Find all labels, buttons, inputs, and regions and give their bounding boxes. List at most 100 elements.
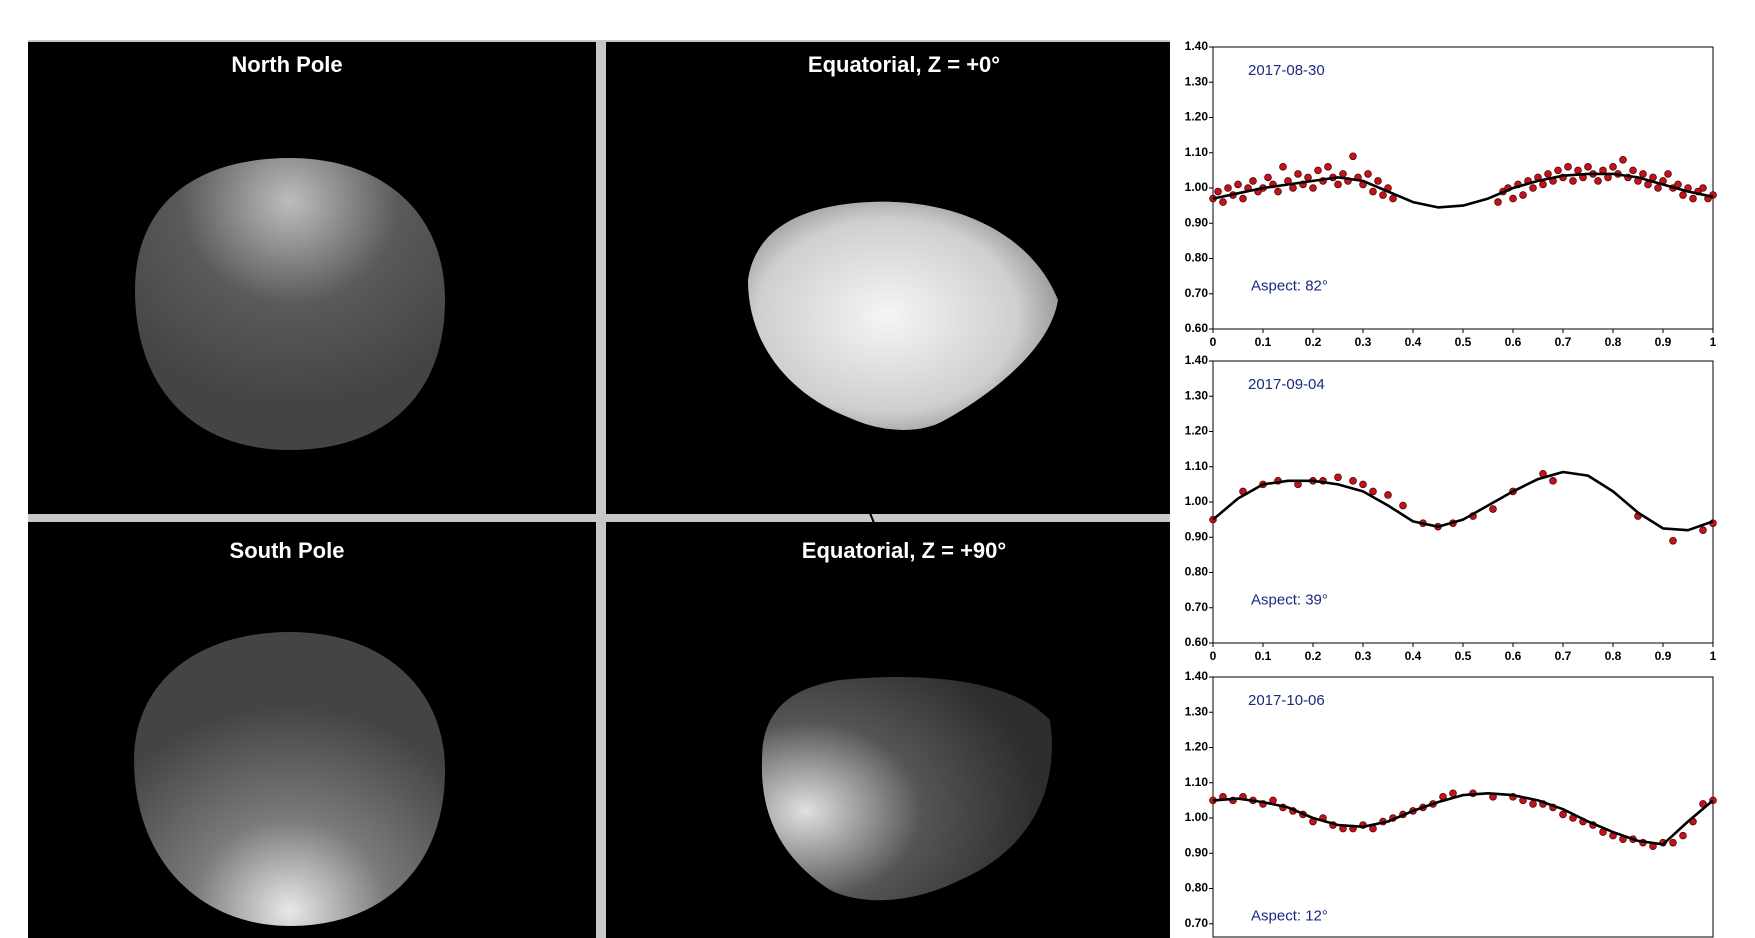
x-tick-label: 0.6 — [1505, 335, 1522, 349]
data-point — [1365, 171, 1372, 178]
x-tick-label: 0.2 — [1305, 649, 1322, 663]
data-point — [1295, 171, 1302, 178]
y-tick-label: 1.10 — [1185, 459, 1209, 473]
data-point — [1240, 195, 1247, 202]
data-point — [1550, 477, 1557, 484]
y-tick-label: 0.90 — [1185, 529, 1209, 543]
data-point — [1275, 188, 1282, 195]
data-point — [1680, 832, 1687, 839]
data-point — [1555, 167, 1562, 174]
data-point — [1700, 185, 1707, 192]
data-point — [1280, 163, 1287, 170]
panel-title: North Pole — [231, 52, 342, 77]
x-tick-label: 0.4 — [1405, 335, 1422, 349]
y-tick-label: 1.00 — [1185, 180, 1209, 194]
y-tick-label: 1.40 — [1185, 353, 1209, 367]
data-point — [1490, 506, 1497, 513]
data-point — [1585, 163, 1592, 170]
y-tick-label: 1.00 — [1185, 494, 1209, 508]
data-point — [1655, 185, 1662, 192]
y-tick-label: 1.20 — [1185, 424, 1209, 438]
asteroid-shape — [134, 632, 445, 926]
x-tick-label: 0.9 — [1655, 649, 1672, 663]
x-tick-label: 0.7 — [1555, 649, 1572, 663]
data-point — [1235, 181, 1242, 188]
date-label: 2017-09-04 — [1248, 376, 1325, 393]
y-tick-label: 0.70 — [1185, 916, 1209, 930]
x-tick-label: 0.7 — [1555, 335, 1572, 349]
x-tick-label: 0.3 — [1355, 335, 1372, 349]
x-tick-label: 0.4 — [1405, 649, 1422, 663]
x-tick-label: 1 — [1710, 649, 1717, 663]
data-point — [1340, 171, 1347, 178]
data-point — [1370, 188, 1377, 195]
y-tick-label: 1.40 — [1185, 39, 1209, 53]
y-tick-label: 0.60 — [1185, 635, 1209, 649]
aspect-label: Aspect: 82° — [1251, 278, 1328, 295]
data-point — [1680, 192, 1687, 199]
panel-title: South Pole — [230, 538, 345, 563]
x-tick-label: 0.8 — [1605, 335, 1622, 349]
panel-title: Equatorial, Z = +0° — [808, 52, 1000, 77]
y-tick-label: 0.60 — [1185, 321, 1209, 335]
data-point — [1360, 481, 1367, 488]
data-point — [1335, 181, 1342, 188]
x-tick-label: 1 — [1710, 335, 1717, 349]
data-point — [1570, 178, 1577, 185]
data-point — [1630, 167, 1637, 174]
data-point — [1350, 153, 1357, 160]
data-point — [1385, 492, 1392, 499]
data-point — [1700, 527, 1707, 534]
data-point — [1545, 171, 1552, 178]
data-point — [1575, 167, 1582, 174]
y-tick-label: 0.80 — [1185, 881, 1209, 895]
data-point — [1290, 185, 1297, 192]
y-tick-label: 1.20 — [1185, 740, 1209, 754]
y-tick-label: 0.70 — [1185, 286, 1209, 300]
data-point — [1450, 790, 1457, 797]
data-point — [1510, 195, 1517, 202]
data-point — [1670, 839, 1677, 846]
data-point — [1495, 199, 1502, 206]
y-tick-label: 0.90 — [1185, 215, 1209, 229]
date-label: 2017-08-30 — [1248, 62, 1325, 79]
data-point — [1610, 163, 1617, 170]
x-tick-label: 0.6 — [1505, 649, 1522, 663]
page: North Pole Equatorial, Z = +0° South Pol… — [0, 0, 1755, 938]
y-tick-label: 1.10 — [1185, 775, 1209, 789]
data-point — [1565, 163, 1572, 170]
data-point — [1530, 801, 1537, 808]
data-point — [1380, 192, 1387, 199]
data-point — [1665, 171, 1672, 178]
y-tick-label: 0.90 — [1185, 845, 1209, 859]
data-point — [1305, 174, 1312, 181]
y-tick-label: 1.30 — [1185, 388, 1209, 402]
data-point — [1225, 185, 1232, 192]
data-point — [1375, 178, 1382, 185]
y-tick-label: 1.00 — [1185, 810, 1209, 824]
x-tick-label: 0.2 — [1305, 335, 1322, 349]
x-tick-label: 0.3 — [1355, 649, 1372, 663]
panel-title: Equatorial, Z = +90° — [802, 538, 1006, 563]
y-tick-label: 1.30 — [1185, 704, 1209, 718]
data-point — [1400, 502, 1407, 509]
x-tick-label: 0.5 — [1455, 649, 1472, 663]
data-point — [1620, 156, 1627, 163]
y-tick-label: 1.30 — [1185, 74, 1209, 88]
x-tick-label: 0.5 — [1455, 335, 1472, 349]
data-point — [1540, 181, 1547, 188]
data-point — [1325, 163, 1332, 170]
data-point — [1350, 477, 1357, 484]
x-tick-label: 0.1 — [1255, 649, 1272, 663]
data-point — [1640, 171, 1647, 178]
data-point — [1370, 488, 1377, 495]
data-point — [1335, 474, 1342, 481]
y-tick-label: 0.80 — [1185, 565, 1209, 579]
data-point — [1520, 192, 1527, 199]
aspect-label: Aspect: 39° — [1251, 592, 1328, 609]
x-tick-label: 0.9 — [1655, 335, 1672, 349]
asteroid-shape — [135, 158, 445, 450]
data-point — [1215, 188, 1222, 195]
data-point — [1690, 195, 1697, 202]
data-point — [1315, 167, 1322, 174]
